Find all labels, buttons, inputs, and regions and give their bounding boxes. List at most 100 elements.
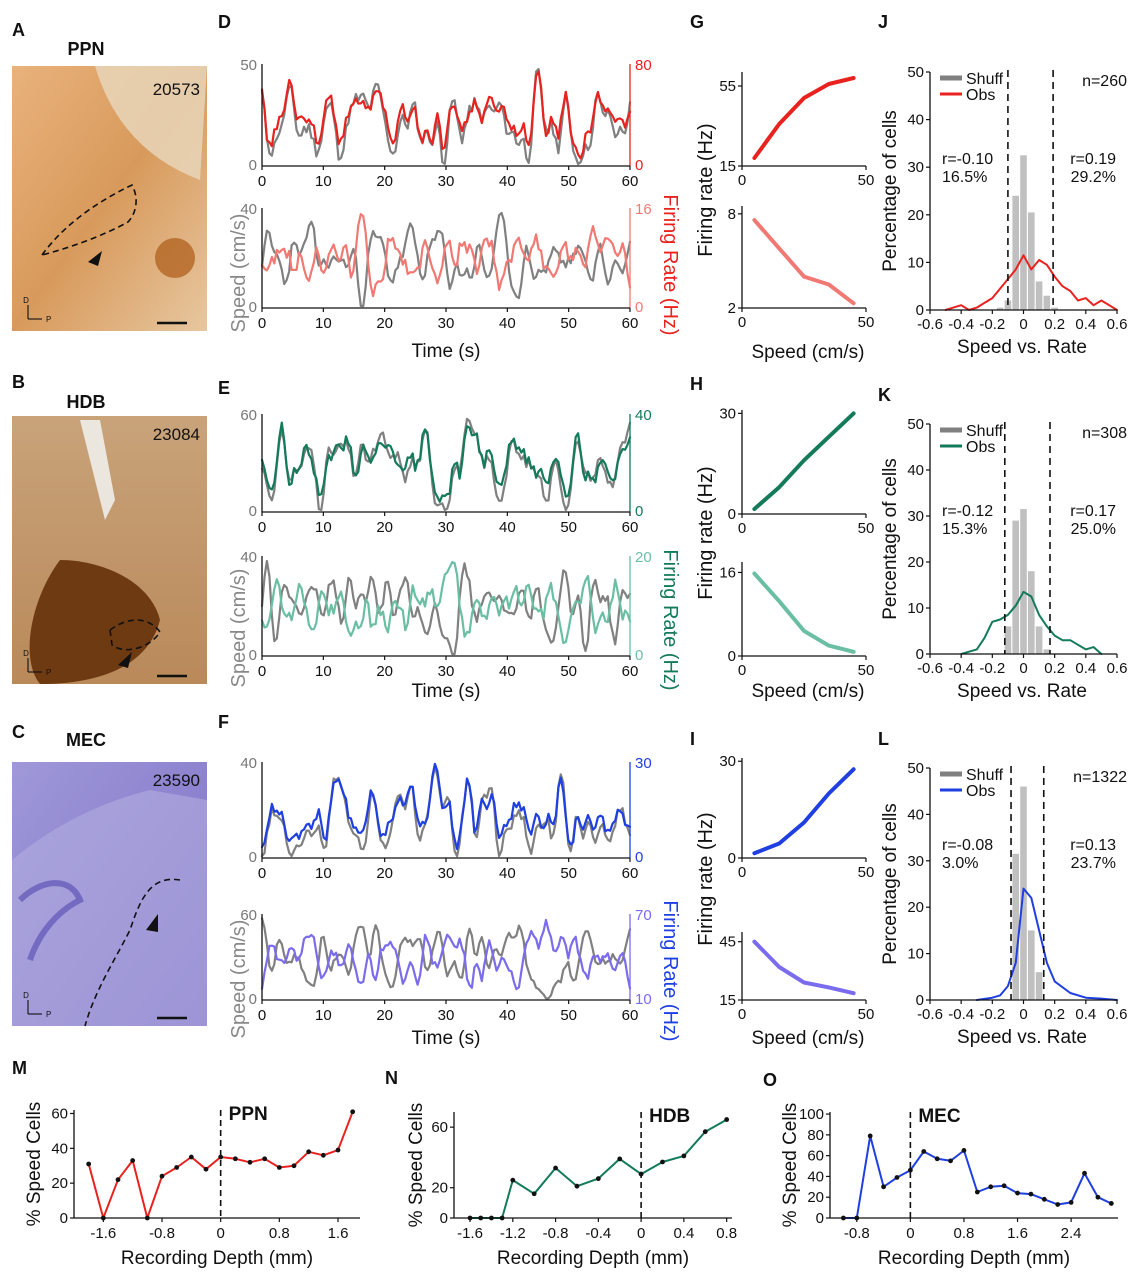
depth-point (660, 1159, 665, 1165)
x-tick-label: 50 (858, 314, 875, 331)
left-threshold-percent: 3.0% (942, 855, 978, 872)
x-tick-label: 0 (258, 173, 266, 190)
x-tick-label: 60 (622, 315, 639, 332)
right-threshold-percent: 23.7% (1071, 855, 1116, 872)
x-tick-label: 60 (622, 1007, 639, 1024)
rate-tick-label: 10 (635, 991, 652, 1008)
y-tick-label: 45 (719, 934, 736, 951)
x-tick-label: 0.6 (1107, 660, 1128, 677)
depth-point (174, 1165, 180, 1170)
depth-point (531, 1191, 537, 1197)
depth-y-axis-label: % Speed Cells (780, 1103, 801, 1228)
depth-point (961, 1148, 967, 1153)
firing-rate-trace (260, 213, 632, 298)
x-tick-label: 0 (1019, 1006, 1027, 1023)
x-tick-label: -0.2 (979, 1006, 1005, 1023)
firing-rate-trace (260, 918, 632, 991)
depth-point (1041, 1196, 1047, 1202)
tuning-x-axis-label: Speed (cm/s) (752, 681, 865, 702)
y-tick-label: 20 (807, 1189, 824, 1206)
depth-point (276, 1165, 282, 1170)
y-tick-label: 50 (907, 760, 924, 777)
x-tick-label: 20 (376, 315, 393, 332)
hist-x-axis-label: Speed vs. Rate (957, 1027, 1087, 1048)
y-tick-label: 15 (719, 158, 736, 175)
depth-point (702, 1129, 708, 1135)
depth-point (203, 1166, 209, 1172)
x-tick-label: 0.2 (1044, 660, 1065, 677)
rate-tick-label: 70 (635, 907, 652, 924)
x-tick-label: -0.2 (979, 316, 1005, 333)
tuning-curve (752, 767, 856, 856)
shuffle-bar (1020, 509, 1027, 654)
y-tick-label: 40 (51, 1140, 68, 1157)
y-tick-label: 30 (907, 159, 924, 176)
tuning-curve (752, 939, 856, 996)
firing-rate-trace (260, 70, 632, 160)
speed-tick-label: 0 (249, 647, 257, 664)
depth-point (921, 1149, 927, 1154)
x-tick-label: 30 (438, 519, 455, 536)
firing-rate-axis-label: Firing Rate (Hz) (659, 900, 681, 1041)
observed-distribution-line (975, 887, 1118, 1001)
depth-point (335, 1147, 341, 1153)
depth-point (247, 1159, 253, 1165)
x-tick-label: 20 (376, 519, 393, 536)
y-tick-label: 20 (51, 1175, 68, 1192)
left-threshold-stat: r=-0.08 (942, 837, 993, 854)
depth-point (1082, 1170, 1087, 1176)
tuning-y-axis-label: Firing rate (Hz) (695, 812, 717, 945)
x-tick-label: 0 (1019, 660, 1027, 677)
depth-point (881, 1184, 886, 1190)
x-tick-label: 40 (499, 315, 516, 332)
x-tick-label: 0.4 (1075, 1006, 1096, 1023)
legend-label-shuff: Shuff (966, 767, 1004, 784)
y-tick-label: 80 (807, 1127, 824, 1144)
firing-rate-trace (260, 560, 632, 645)
x-tick-label: 0.4 (1075, 316, 1096, 333)
y-tick-label: 10 (907, 946, 924, 963)
depth-point (115, 1177, 121, 1183)
x-tick-label: 50 (858, 520, 875, 537)
tuning-curve (752, 218, 856, 306)
y-tick-label: 30 (719, 405, 736, 422)
speed-tick-label: 40 (240, 549, 257, 566)
depth-point (350, 1109, 356, 1115)
depth-point (188, 1154, 194, 1160)
speed-tick-label: 50 (240, 57, 257, 74)
x-tick-label: 0 (906, 1225, 914, 1242)
x-tick-label: 20 (376, 865, 393, 882)
legend-label-obs: Obs (966, 783, 995, 800)
shuffle-bar (1035, 626, 1043, 654)
depth-point (724, 1117, 730, 1122)
x-tick-label: -0.6 (917, 1006, 943, 1023)
tuning-x-axis-label: Speed (cm/s) (752, 342, 865, 363)
legend-label-shuff: Shuff (966, 423, 1004, 440)
right-threshold-stat: r=0.19 (1070, 151, 1116, 168)
depth-point (1028, 1191, 1034, 1197)
x-tick-label: 30 (438, 173, 455, 190)
speed-tick-label: 60 (240, 407, 257, 424)
x-tick-label: 20 (376, 173, 393, 190)
depth-x-axis-label: Recording Depth (mm) (878, 1248, 1070, 1269)
x-tick-label: 0.4 (673, 1225, 694, 1242)
speed-tick-label: 0 (249, 503, 257, 520)
firing-rate-trace (260, 762, 632, 851)
depth-point (907, 1167, 913, 1173)
hist-y-axis-label: Percentage of cells (880, 110, 901, 272)
y-tick-label: 40 (907, 806, 924, 823)
y-tick-label: 0 (440, 1210, 448, 1227)
tuning-y-axis-label: Firing rate (Hz) (695, 466, 717, 599)
x-tick-label: 50 (560, 1007, 577, 1024)
depth-point (974, 1189, 980, 1195)
depth-point (86, 1161, 92, 1167)
x-tick-label: 30 (438, 315, 455, 332)
y-tick-label: 20 (907, 207, 924, 224)
x-tick-label: 0 (738, 864, 746, 881)
y-tick-label: 8 (728, 206, 736, 223)
x-tick-label: -1.6 (457, 1225, 483, 1242)
rate-tick-label: 0 (635, 647, 643, 664)
x-tick-label: -0.4 (948, 316, 974, 333)
speed-tick-label: 0 (249, 991, 257, 1008)
depth-x-axis-label: Recording Depth (mm) (497, 1248, 689, 1269)
